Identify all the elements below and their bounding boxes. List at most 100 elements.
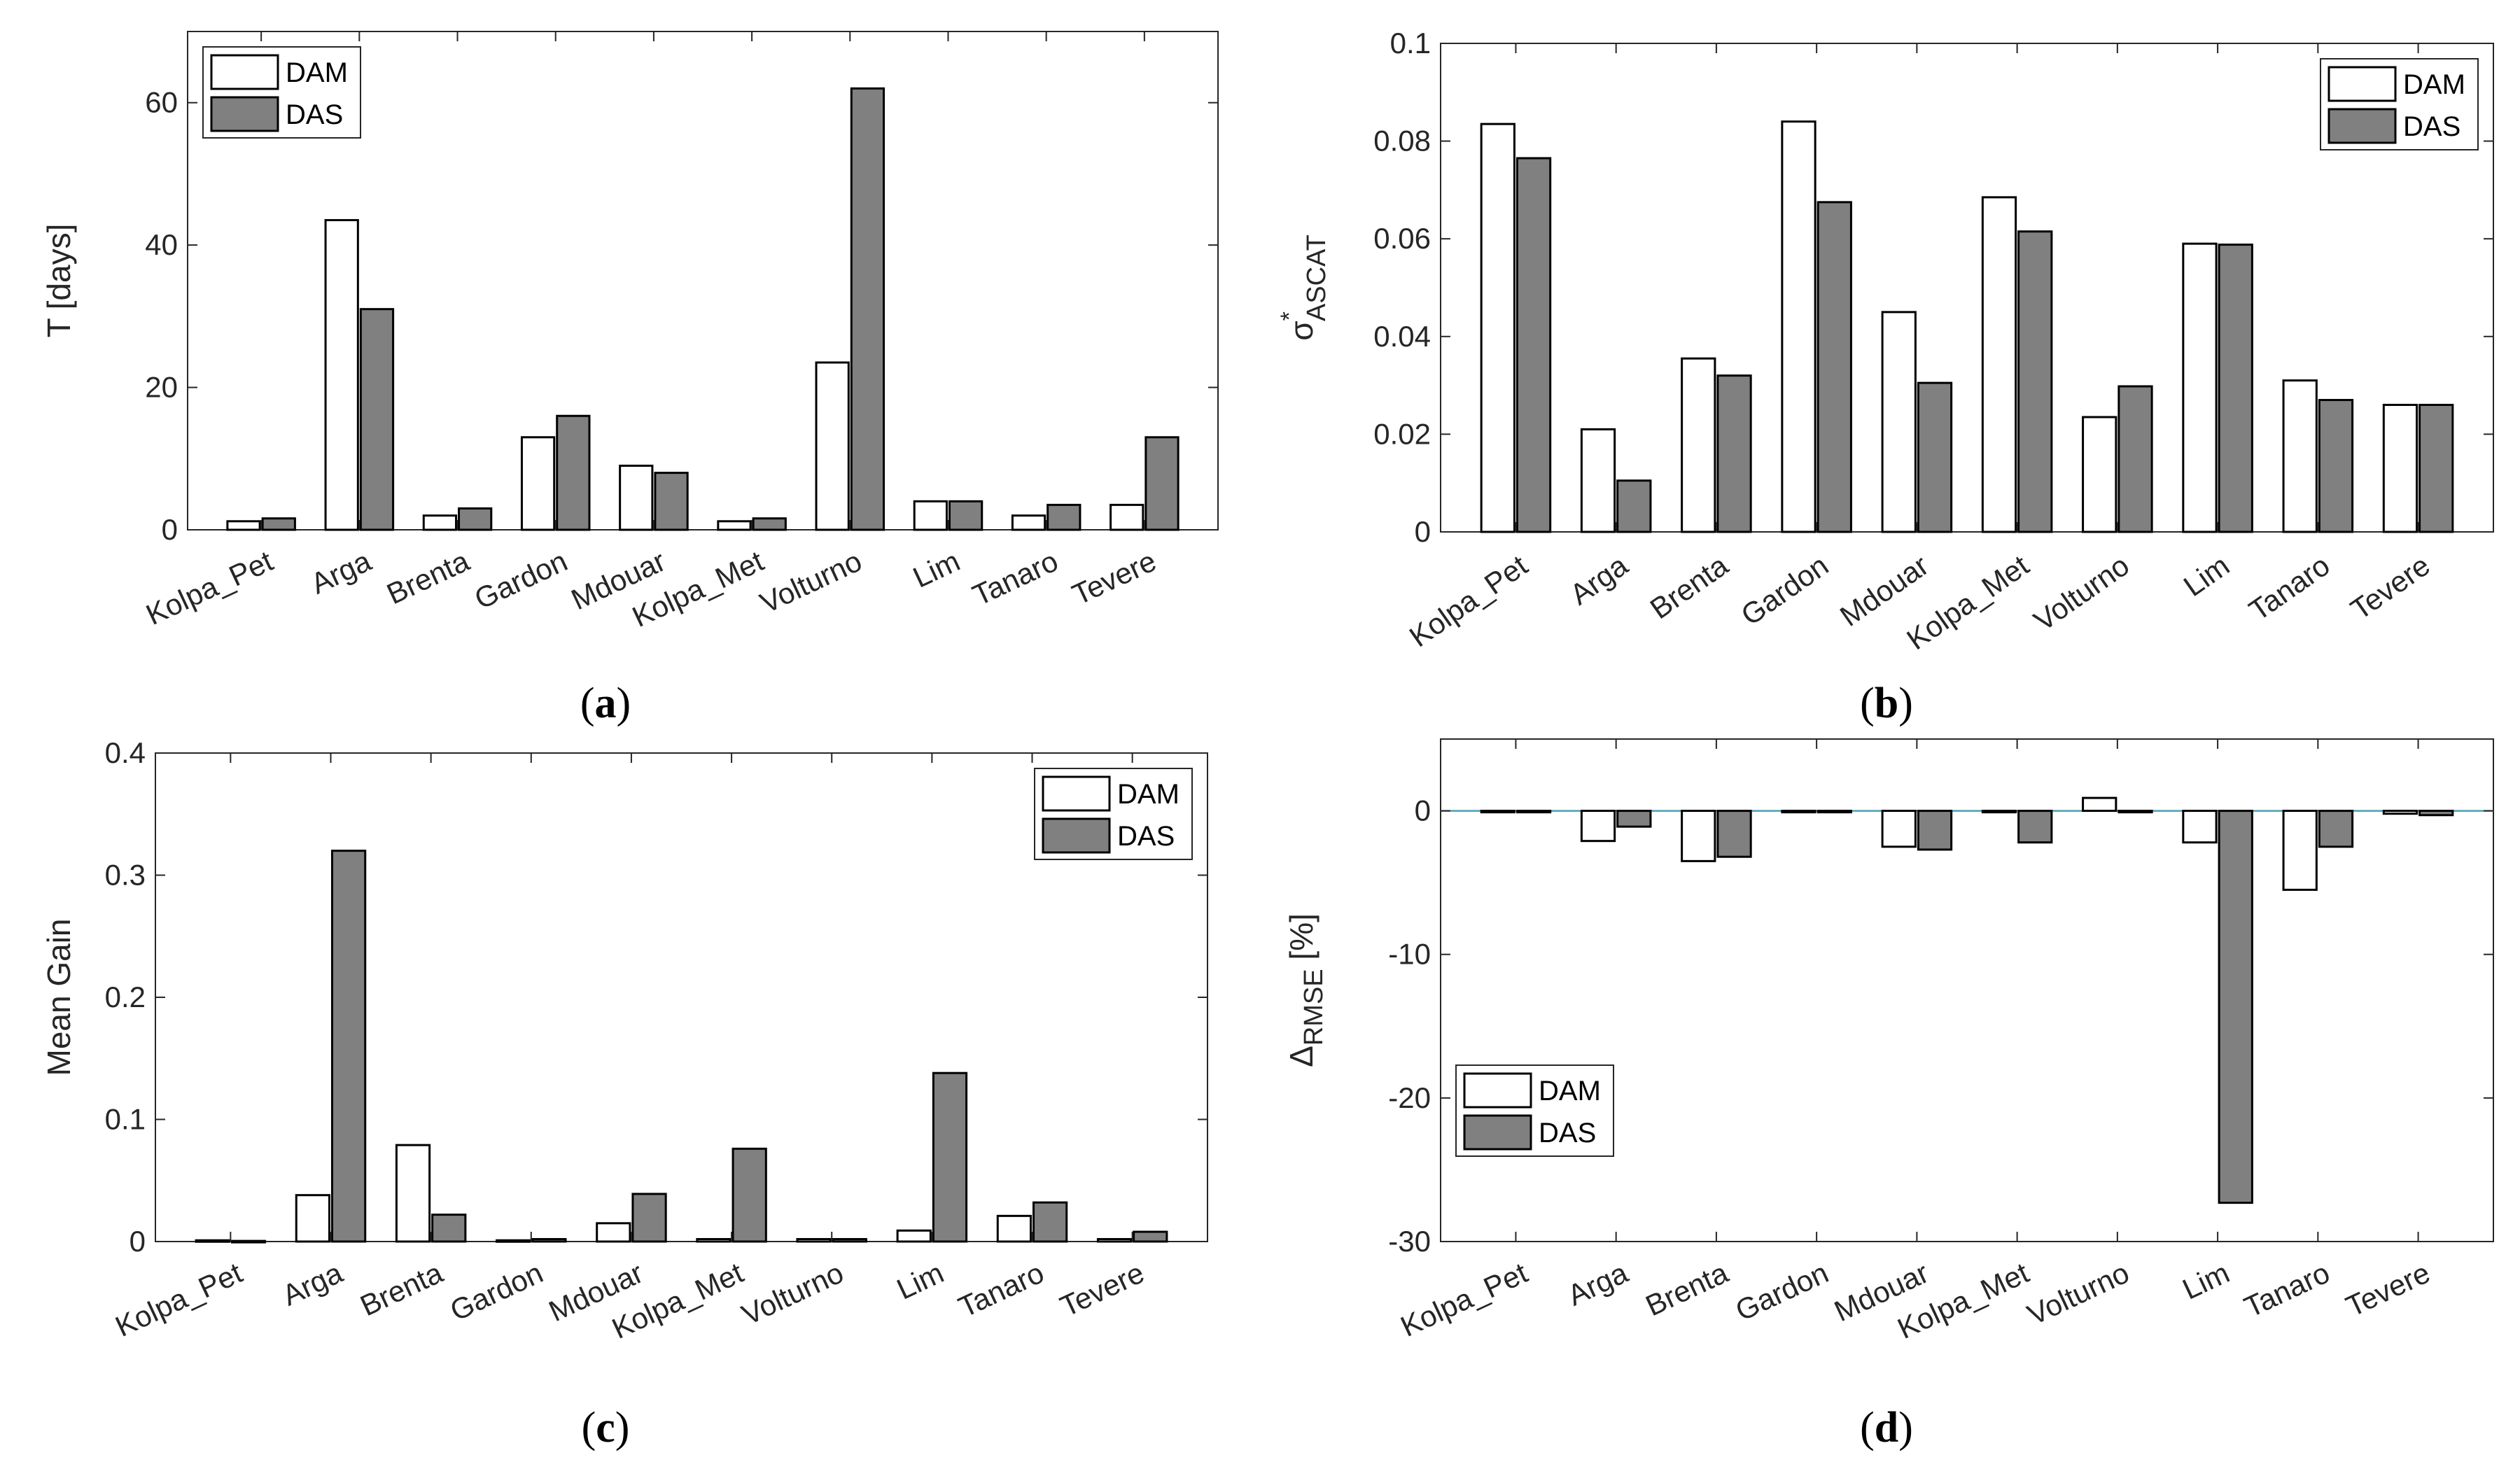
x-tick-label: Tanaro	[2239, 1256, 2334, 1324]
legend-swatch-dam	[1042, 775, 1111, 812]
x-tick-label: Tevere	[2345, 549, 2436, 626]
bar-dam-volturno	[2082, 416, 2118, 533]
bar-dam-kolpa_pet	[195, 1239, 230, 1243]
legend-label-dam: DAM	[2403, 69, 2465, 100]
x-tick-label: Lim	[2178, 549, 2235, 603]
bar-das-volturno	[832, 1238, 867, 1243]
legend-swatch-dam	[2328, 66, 2397, 102]
bar-das-brenta	[458, 507, 493, 531]
x-tick-label: Tevere	[2341, 1256, 2435, 1323]
x-tick-label: Kolpa_Pet	[1396, 1256, 1533, 1343]
x-tick-label: Volturno	[2022, 1256, 2134, 1332]
y-tick-label: 0.3	[105, 859, 146, 892]
bar-dam-kolpa_pet	[226, 520, 261, 531]
legend: DAM DAS	[2320, 58, 2479, 150]
bar-das-kolpa_met	[2017, 230, 2053, 533]
x-tick-label: Gardon	[1735, 549, 1835, 632]
y-tick-label: 0.08	[1373, 125, 1431, 157]
bar-das-kolpa_met	[2017, 810, 2053, 844]
y-tick-label: 0.04	[1373, 320, 1431, 353]
bar-dam-mdouar	[1881, 311, 1917, 533]
y-axis-label: ΔRMSE [%]	[1283, 913, 1329, 1067]
bar-das-tanaro	[1032, 1201, 1068, 1243]
legend-swatch-das	[1042, 817, 1111, 854]
x-tick-label: Gardon	[470, 544, 573, 616]
x-tick-label: Brenta	[382, 544, 475, 610]
y-tick-label: 0.1	[105, 1103, 146, 1136]
legend-swatch-das	[2328, 108, 2397, 144]
bar-dam-kolpa_pet	[1480, 122, 1516, 533]
bar-das-gardon	[1816, 810, 1852, 814]
x-tick-label: Tanaro	[2243, 549, 2335, 627]
y-axis-label: Mean Gain	[41, 918, 77, 1076]
y-tick-label: 0.06	[1373, 222, 1431, 255]
bar-dam-kolpa_pet	[1480, 810, 1516, 814]
legend-swatch-das	[1463, 1114, 1532, 1151]
x-tick-label: Gardon	[445, 1256, 548, 1328]
bar-dam-lim	[896, 1229, 932, 1243]
bar-das-brenta	[1716, 374, 1752, 533]
bar-dam-lim	[2182, 810, 2218, 844]
bar-das-lim	[948, 500, 983, 531]
y-tick-label: 20	[145, 371, 178, 404]
bar-das-volturno	[2118, 385, 2153, 533]
panel-label-c: (c)	[582, 1404, 630, 1452]
bar-dam-gardon	[496, 1239, 531, 1243]
panel-label-d: (d)	[1860, 1404, 1913, 1452]
bar-dam-mdouar	[596, 1222, 631, 1243]
x-tick-label: Tevere	[1068, 544, 1161, 612]
x-tick-label: Arga	[277, 1256, 348, 1312]
x-tick-label: Tanaro	[967, 544, 1063, 612]
bar-das-lim	[2218, 244, 2253, 533]
bar-das-volturno	[850, 87, 886, 531]
x-tick-label: Arga	[1564, 549, 1634, 612]
legend-label-das: DAS	[286, 99, 343, 130]
x-tick-label: Gardon	[1730, 1256, 1833, 1328]
y-tick-label: 0	[162, 513, 178, 546]
y-axis-label: T [days]	[41, 224, 77, 338]
bar-dam-gardon	[1781, 120, 1816, 533]
x-tick-label: Brenta	[1641, 1256, 1734, 1322]
legend-label-dam: DAM	[1539, 1076, 1601, 1106]
bar-dam-tanaro	[2282, 379, 2318, 533]
bar-dam-arga	[324, 219, 359, 531]
panel-label-a: (a)	[580, 680, 631, 727]
legend: DAM DAS	[1455, 1064, 1614, 1157]
x-tick-label: Arga	[1562, 1256, 1633, 1312]
bar-das-mdouar	[1917, 381, 1953, 533]
bar-das-kolpa_met	[732, 1147, 767, 1243]
bar-das-kolpa_pet	[1516, 810, 1552, 814]
x-tick-label: Kolpa_Pet	[111, 1256, 248, 1343]
legend: DAM DAS	[202, 46, 361, 139]
y-tick-label: -10	[1388, 938, 1431, 971]
bar-das-lim	[932, 1071, 968, 1243]
bar-dam-lim	[2182, 242, 2218, 533]
legend-label-das: DAS	[1539, 1118, 1596, 1148]
bar-dam-tevere	[1096, 1238, 1133, 1243]
bar-dam-volturno	[815, 361, 850, 531]
legend: DAM DAS	[1034, 768, 1193, 860]
bar-das-brenta	[431, 1214, 467, 1243]
chart-panel-b: 0 0.02 0.04 0.06 0.08 0.1 Kolpa_Pet Arga Brenta G…	[1276, 27, 2494, 727]
legend-label-das: DAS	[1117, 821, 1175, 852]
y-tick-label: 40	[145, 228, 178, 261]
legend-swatch-das	[210, 96, 279, 132]
bar-das-gardon	[556, 414, 591, 531]
x-tick-label: Lim	[908, 544, 965, 594]
bar-dam-kolpa_met	[1981, 810, 2017, 814]
x-tick-label: Arga	[306, 544, 377, 600]
bar-dam-tanaro	[1011, 514, 1046, 531]
y-tick-label: 0	[130, 1225, 146, 1258]
bar-das-mdouar	[1917, 810, 1953, 851]
bar-das-kolpa_met	[752, 517, 787, 531]
bar-das-arga	[1616, 810, 1652, 828]
y-tick-label: -20	[1388, 1081, 1431, 1114]
bar-dam-kolpa_met	[1981, 196, 2017, 533]
bar-das-arga	[331, 850, 367, 1243]
bar-dam-tevere	[2382, 404, 2418, 533]
bar-dam-kolpa_met	[717, 520, 752, 531]
bar-dam-tevere	[2382, 810, 2418, 815]
bar-das-tanaro	[1046, 503, 1082, 531]
